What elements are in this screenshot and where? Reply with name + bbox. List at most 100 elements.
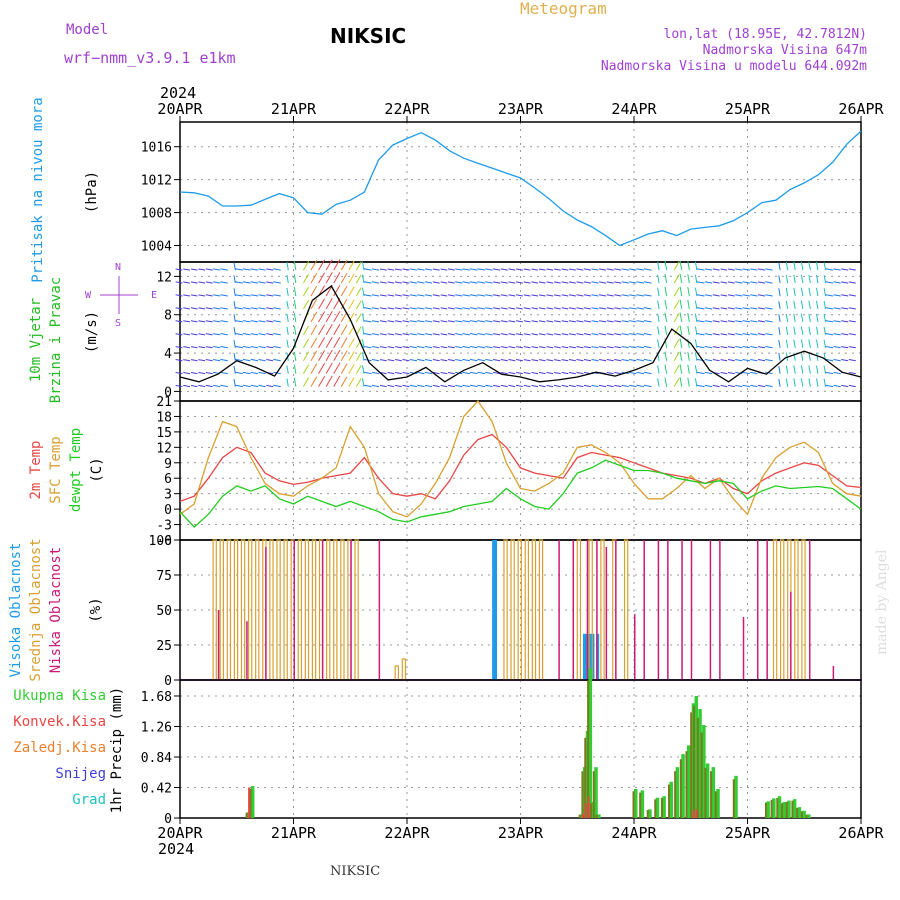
wind-barb bbox=[235, 358, 243, 362]
wind-barb bbox=[694, 339, 698, 348]
wind-barb bbox=[493, 384, 501, 388]
wind-barb bbox=[462, 281, 470, 284]
wind-barb bbox=[477, 307, 486, 310]
t2m-title: 2m Temp bbox=[28, 440, 44, 499]
wind-barb bbox=[286, 274, 289, 284]
wind-barb bbox=[402, 384, 410, 388]
wind-barb bbox=[694, 261, 698, 271]
wind-barb bbox=[704, 371, 713, 375]
wind-barb bbox=[696, 281, 705, 284]
wind-barb bbox=[576, 320, 584, 323]
wind-barb bbox=[402, 333, 410, 336]
wind-barb bbox=[371, 281, 380, 284]
wind-barb bbox=[175, 294, 183, 297]
precip-overlay-bar bbox=[704, 767, 707, 818]
wind-barb bbox=[643, 358, 652, 362]
wind-barb bbox=[340, 272, 348, 284]
total-precip-bar bbox=[792, 799, 797, 818]
wind-barb bbox=[554, 281, 561, 284]
wind-barb bbox=[636, 333, 645, 336]
wind-barb bbox=[325, 336, 333, 349]
wind-barb bbox=[757, 294, 766, 297]
wind-barb bbox=[720, 294, 728, 297]
wind-barb bbox=[235, 320, 243, 323]
wind-barb bbox=[742, 307, 750, 310]
wind-barb bbox=[508, 281, 516, 284]
wind-barb bbox=[679, 364, 683, 374]
wind-barb bbox=[793, 352, 796, 361]
wind-barb bbox=[379, 281, 387, 284]
wind-barb bbox=[205, 359, 213, 362]
wind-barb bbox=[673, 377, 680, 387]
station-title: NIKSIC bbox=[330, 24, 406, 48]
wind-barb bbox=[242, 294, 251, 297]
wind-barb bbox=[233, 262, 236, 271]
wind-barb bbox=[440, 294, 448, 297]
wind-barb bbox=[455, 346, 463, 349]
wind-barb bbox=[485, 281, 493, 284]
wind-barb bbox=[742, 281, 750, 284]
wind-barb bbox=[417, 358, 425, 362]
wind-barb bbox=[477, 358, 486, 362]
wind-barb bbox=[576, 372, 584, 375]
total-precip-bar bbox=[597, 814, 601, 818]
wind-barb bbox=[673, 313, 680, 323]
wind-barb bbox=[538, 281, 546, 284]
temp-ylabel: (C) bbox=[89, 457, 105, 482]
wind-barb bbox=[485, 384, 493, 388]
wind-barb bbox=[778, 327, 781, 335]
wind-barb bbox=[175, 281, 183, 284]
wind-barb bbox=[742, 359, 750, 362]
wind-barb bbox=[432, 307, 440, 310]
wind-barb bbox=[348, 260, 355, 271]
total-precip-bar bbox=[669, 781, 673, 818]
wind-barb bbox=[808, 326, 811, 335]
wind-barb bbox=[355, 274, 362, 284]
wind-barb bbox=[266, 294, 274, 297]
wind-barb bbox=[583, 384, 592, 388]
wind-barb bbox=[363, 320, 372, 323]
cloud-ylabel: (%) bbox=[88, 597, 104, 622]
low-cloud-bar bbox=[615, 540, 617, 680]
wind-barb bbox=[432, 346, 440, 349]
high-cloud-bar bbox=[591, 633, 595, 680]
wind-barb bbox=[213, 281, 221, 284]
wind-barb bbox=[273, 358, 281, 362]
wind-barb bbox=[778, 365, 781, 374]
wind-barb bbox=[387, 359, 395, 362]
total-precip-bar bbox=[250, 786, 255, 818]
wind-barb bbox=[823, 275, 827, 284]
wind-barb bbox=[362, 300, 365, 310]
wind-barb bbox=[538, 294, 546, 297]
wind-barb bbox=[447, 281, 455, 284]
wind-barb bbox=[293, 377, 297, 387]
wind-barb bbox=[800, 339, 804, 348]
wind-barb bbox=[310, 272, 318, 284]
wind-barb bbox=[409, 333, 418, 336]
wind-barb bbox=[554, 320, 561, 323]
wind-barb bbox=[310, 376, 318, 387]
low-cloud-bar bbox=[605, 547, 608, 680]
wind-barb bbox=[591, 294, 599, 297]
total-precip-bar bbox=[807, 814, 811, 818]
precip-overlay-bar bbox=[776, 797, 779, 818]
wind-barb bbox=[310, 324, 318, 336]
precip-legend: Ukupna Kisa Konvek.Kisa Zaledj.Kisa Snij… bbox=[13, 688, 106, 808]
wind-barb bbox=[318, 363, 326, 374]
wind-barb bbox=[493, 333, 501, 336]
conv-precip-bar bbox=[584, 803, 587, 818]
wind-barb bbox=[213, 384, 221, 388]
conv-precip-bar bbox=[581, 814, 584, 818]
conv-precip-bar bbox=[587, 796, 590, 818]
wind-barb bbox=[742, 333, 750, 336]
model-value: wrf−nmm_v3.9.1 e1km bbox=[64, 49, 236, 67]
precip-overlay-bar bbox=[578, 814, 581, 818]
wind-barb bbox=[355, 261, 362, 271]
wind-barb bbox=[750, 268, 758, 271]
wind-barb bbox=[679, 299, 683, 310]
y-tick-label: 6 bbox=[164, 472, 172, 487]
wind-barb bbox=[643, 281, 652, 284]
wind-barb bbox=[720, 346, 728, 349]
wind-barb bbox=[302, 338, 310, 349]
wind-barb bbox=[546, 281, 554, 284]
